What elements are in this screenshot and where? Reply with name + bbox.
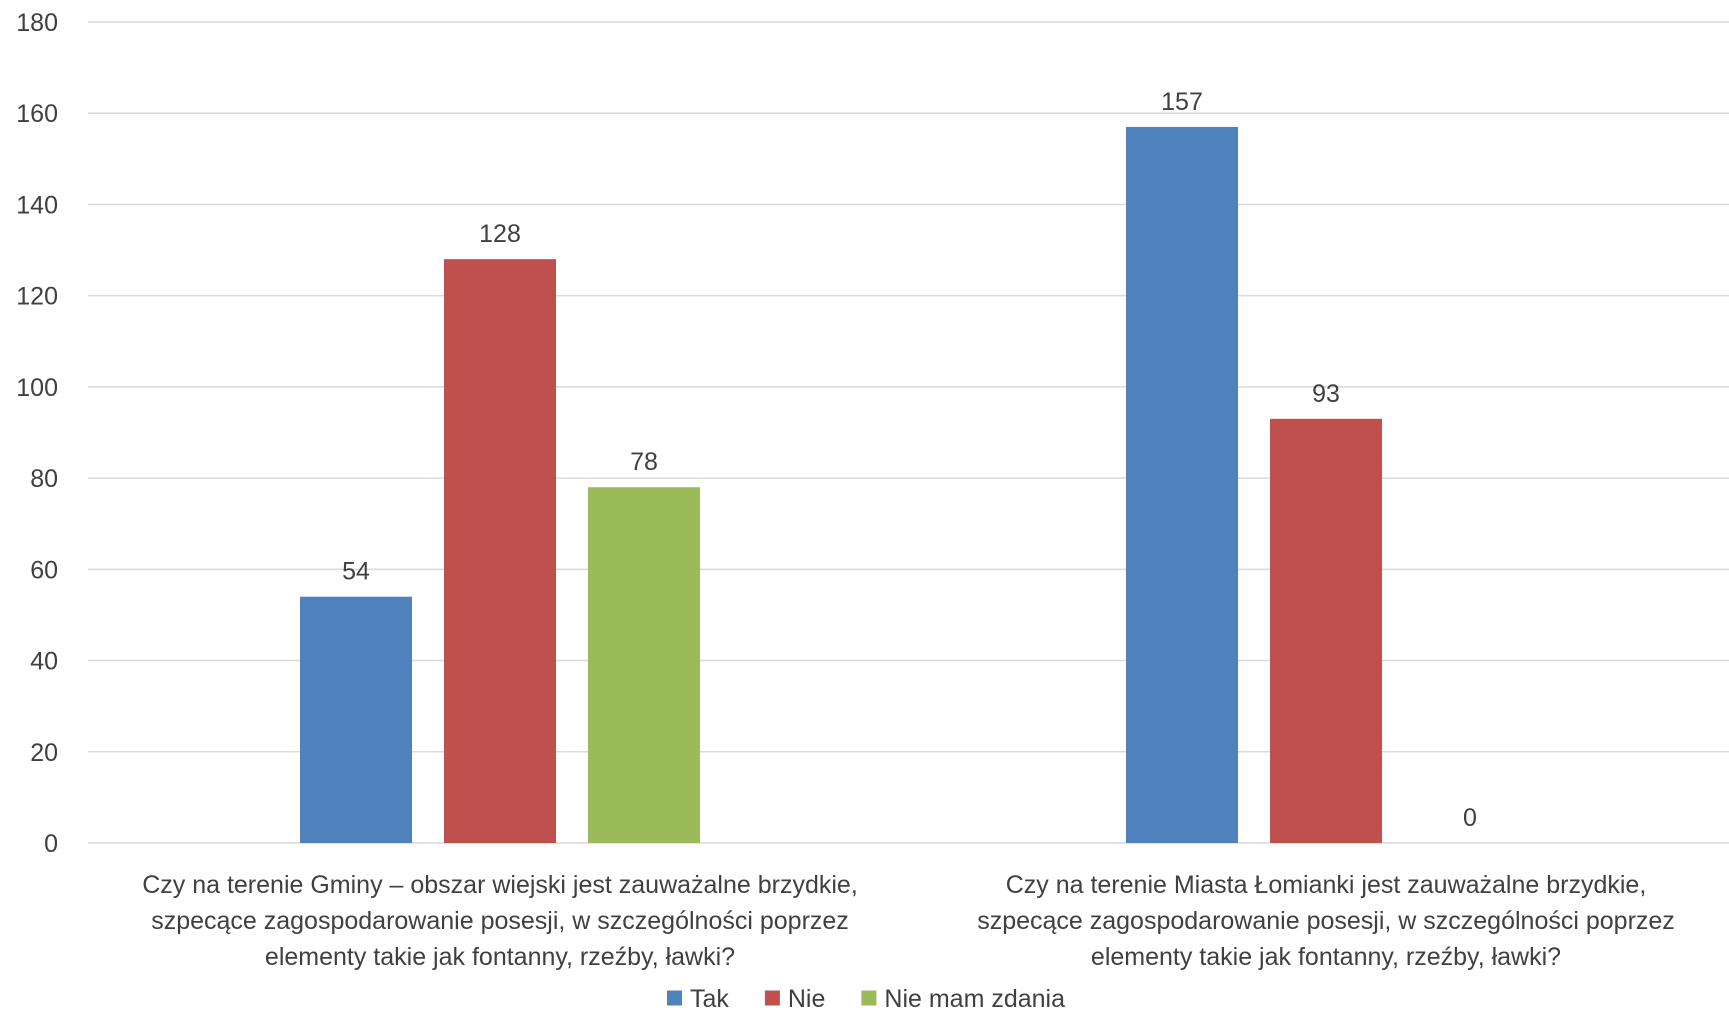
y-tick-label: 80 [30,465,58,493]
x-category-label-line: elementy takie jak fontanny, rzeźby, ław… [265,943,735,971]
y-axis-tick-labels: 0 20 40 60 80 100 120 140 160 180 [16,9,58,858]
bar-nie-2 [1270,418,1382,843]
y-tick-label: 160 [16,100,58,128]
y-tick-label: 0 [44,830,58,858]
bars [300,126,1382,844]
x-category-label-line: Czy na terenie Miasta Łomianki jest zauw… [1006,871,1647,899]
legend-swatch [666,990,682,1006]
y-tick-label: 60 [30,556,58,584]
legend-label: Nie mam zdania [884,985,1065,1013]
x-category-label-line: elementy takie jak fontanny, rzeźby, ław… [1091,943,1561,971]
y-tick-label: 40 [30,648,58,676]
y-tick-label: 180 [16,9,58,37]
bar-nie-mam-zdania-1 [588,487,700,843]
bar-tak-2 [1126,126,1238,843]
legend-swatch [861,990,877,1006]
x-axis-category-labels: Czy na terenie Gminy – obszar wiejski je… [142,871,1675,971]
data-labels: 54 128 78 157 93 0 [342,88,1477,832]
y-tick-label: 100 [16,374,58,402]
legend-item: Tak [666,985,729,1013]
legend-swatch [764,990,780,1006]
bar-nie-1 [444,259,556,844]
data-label: 93 [1312,380,1340,408]
x-category-label-line: Czy na terenie Gminy – obszar wiejski je… [142,871,858,899]
legend-label: Tak [690,985,729,1013]
data-label: 128 [479,220,521,248]
legend-item: Nie [764,985,826,1013]
y-tick-label: 140 [16,191,58,219]
x-category-label-line: szpecące zagospodarowanie posesji, w szc… [977,907,1675,935]
y-tick-label: 20 [30,739,58,767]
legend: Tak Nie Nie mam zdania [666,985,1065,1013]
data-label: 78 [630,448,658,476]
data-label: 0 [1463,804,1477,832]
data-label: 157 [1161,88,1203,116]
bar-tak-1 [300,596,412,843]
data-label: 54 [342,558,370,586]
y-tick-label: 120 [16,283,58,311]
legend-item: Nie mam zdania [861,985,1065,1013]
x-category-label-line: szpecące zagospodarowanie posesji, w szc… [151,907,849,935]
legend-label: Nie [788,985,826,1013]
